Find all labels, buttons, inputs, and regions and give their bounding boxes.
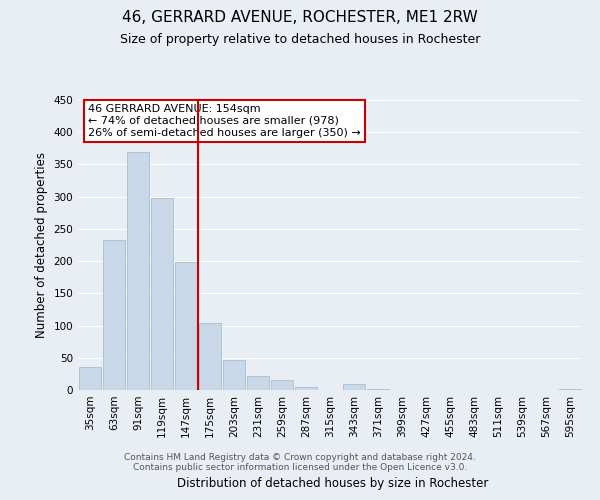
Bar xyxy=(295,388,317,390)
Bar xyxy=(127,152,149,390)
Text: 46, GERRARD AVENUE, ROCHESTER, ME1 2RW: 46, GERRARD AVENUE, ROCHESTER, ME1 2RW xyxy=(122,10,478,25)
Bar xyxy=(103,240,125,390)
Bar xyxy=(175,262,197,390)
Bar xyxy=(79,368,101,390)
Text: Contains public sector information licensed under the Open Licence v3.0.: Contains public sector information licen… xyxy=(133,464,467,472)
Bar xyxy=(151,198,173,390)
Bar xyxy=(223,360,245,390)
Text: Contains HM Land Registry data © Crown copyright and database right 2024.: Contains HM Land Registry data © Crown c… xyxy=(124,454,476,462)
Bar xyxy=(271,380,293,390)
Bar xyxy=(199,323,221,390)
Bar xyxy=(343,384,365,390)
Y-axis label: Number of detached properties: Number of detached properties xyxy=(35,152,48,338)
Text: Size of property relative to detached houses in Rochester: Size of property relative to detached ho… xyxy=(120,32,480,46)
Bar xyxy=(247,376,269,390)
Text: Distribution of detached houses by size in Rochester: Distribution of detached houses by size … xyxy=(178,477,488,490)
Text: 46 GERRARD AVENUE: 154sqm
← 74% of detached houses are smaller (978)
26% of semi: 46 GERRARD AVENUE: 154sqm ← 74% of detac… xyxy=(88,104,361,138)
